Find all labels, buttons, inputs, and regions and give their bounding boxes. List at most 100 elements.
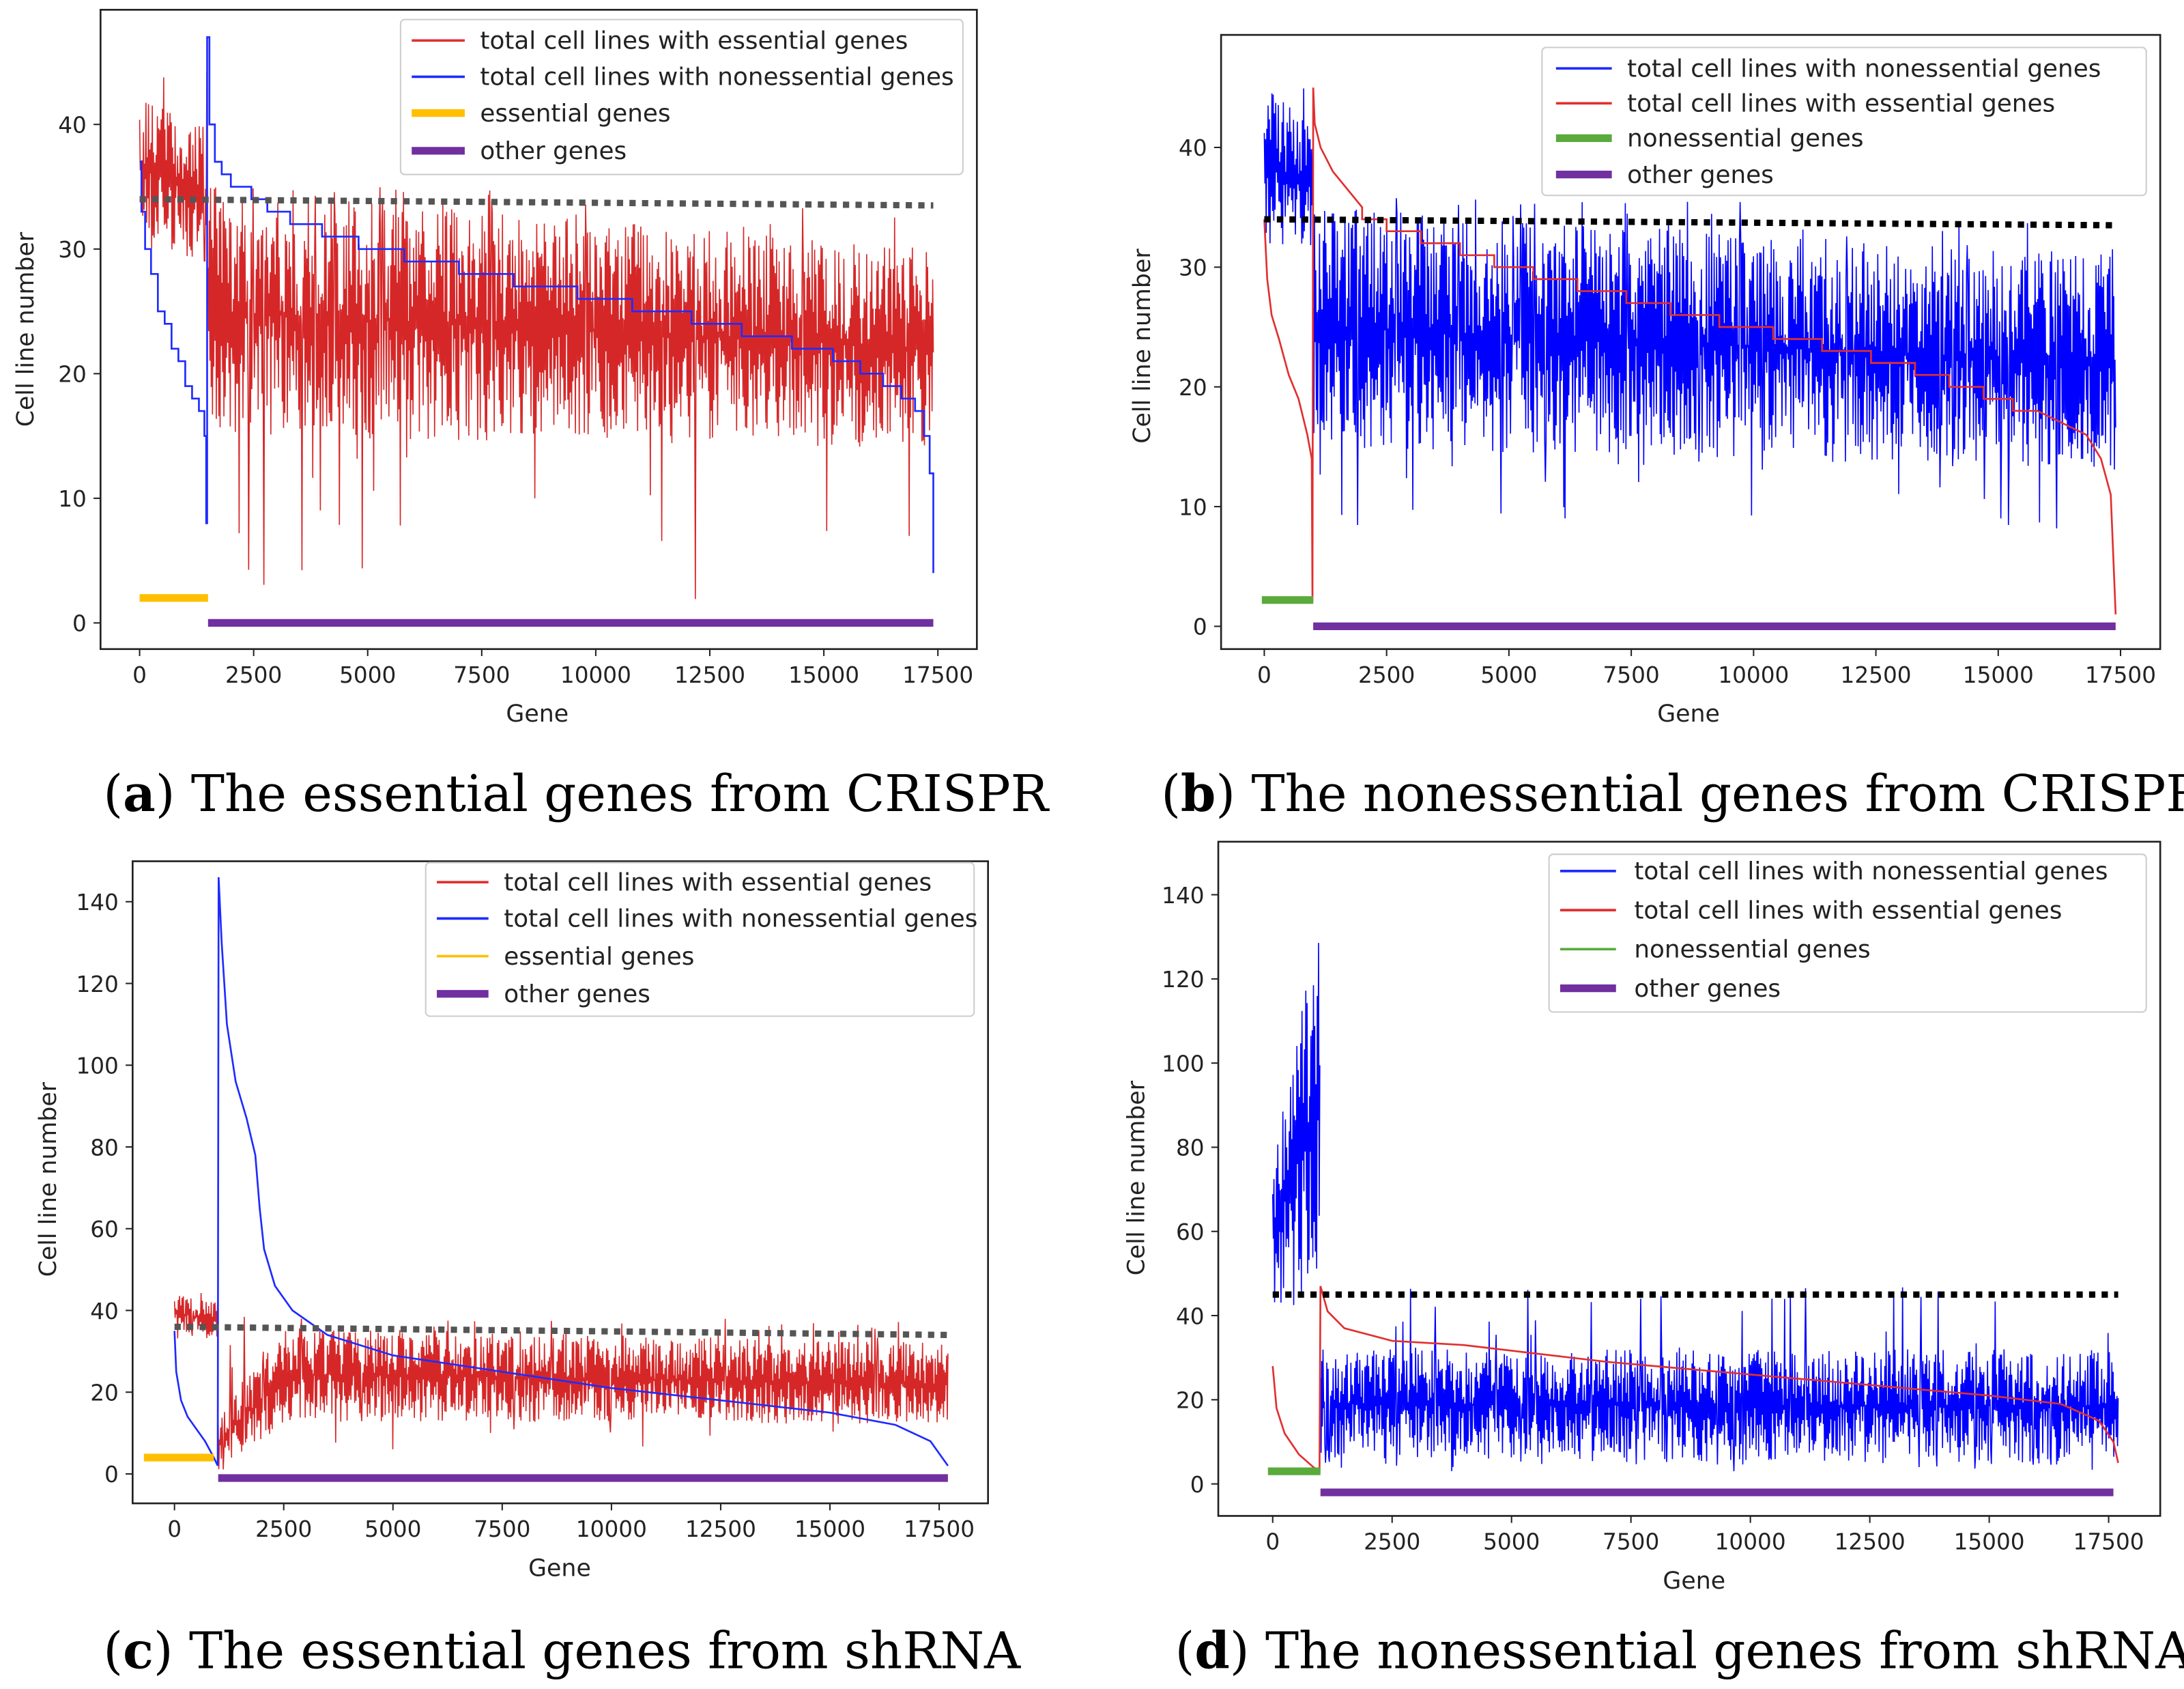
- legend: total cell lines with nonessential genes…: [1548, 853, 2147, 1013]
- y-tick-label: 120: [1162, 967, 1204, 993]
- legend-item: total cell lines with nonessential genes: [1555, 55, 2101, 83]
- y-tick-label: 60: [1176, 1219, 1205, 1245]
- legend-label: nonessential genes: [1634, 936, 1870, 964]
- legend-box: [1548, 853, 2147, 1013]
- y-axis-label: Cell line number: [35, 1081, 62, 1277]
- legend-label: other genes: [480, 137, 627, 165]
- legend-label: essential genes: [504, 943, 694, 971]
- x-tick-label: 5000: [339, 662, 396, 688]
- average-dotted-line: [1264, 216, 2116, 229]
- x-tick-label: 10000: [576, 1516, 647, 1542]
- y-tick-label: 0: [1193, 614, 1207, 640]
- caption: (c) The essential genes from shRNA: [103, 1621, 1021, 1680]
- x-tick-label: 5000: [1480, 662, 1537, 688]
- caption-text: The essential genes from CRISPR: [191, 765, 1050, 823]
- caption-letter: a: [123, 765, 156, 823]
- total-cell-lines-with-essential-genes-series: [1263, 87, 2117, 614]
- x-tick-label: 0: [1257, 662, 1271, 688]
- y-tick-label: 40: [1176, 1303, 1205, 1329]
- x-tick-label: 7500: [1603, 1529, 1659, 1555]
- legend-item: total cell lines with essential genes: [412, 27, 908, 55]
- x-tick-label: 5000: [364, 1516, 421, 1542]
- plot-area: [143, 877, 949, 1482]
- y-tick-label: 30: [1179, 255, 1207, 281]
- legend-label: total cell lines with essential genes: [1634, 896, 2062, 924]
- x-tick-label: 12500: [674, 662, 745, 688]
- x-tick-label: 17500: [2073, 1529, 2144, 1555]
- y-tick-label: 60: [90, 1217, 119, 1243]
- panel-d: 0 2500 5000 7500 10000 12500 15000 17500 0 20 40 60…: [1123, 840, 2184, 1680]
- x-tick-label: 2500: [255, 1516, 312, 1542]
- x-tick-label: 15000: [1954, 1529, 2025, 1555]
- total-cell-lines-with-essential-genes-series-segment-2: [287, 1318, 949, 1449]
- y-tick-label: 140: [1162, 883, 1204, 909]
- legend-label: nonessential genes: [1627, 125, 1863, 153]
- total-cell-lines-with-nonessential-genes-series: [139, 36, 934, 573]
- legend-label: other genes: [504, 980, 650, 1008]
- legend-item: total cell lines with essential genes: [1560, 896, 2062, 924]
- legend-box: [399, 18, 964, 175]
- legend-label: total cell lines with nonessential genes: [504, 905, 977, 933]
- axes-frame: [1217, 840, 2161, 1517]
- caption: (a) The essential genes from CRISPR: [103, 765, 1050, 823]
- legend-label: total cell lines with nonessential genes: [1627, 55, 2101, 83]
- y-tick-label: 120: [76, 971, 118, 997]
- legend-box: [1541, 46, 2147, 197]
- legend-label: total cell lines with essential genes: [1627, 90, 2055, 118]
- y-tick-label: 30: [58, 237, 87, 263]
- axes-frame: [131, 860, 990, 1505]
- x-tick-label: 15000: [794, 1516, 865, 1542]
- total-cell-lines-with-essential-genes-series-segment-1: [217, 1316, 289, 1470]
- y-axis-label: Cell line number: [1123, 1080, 1151, 1275]
- x-tick-label: 12500: [1835, 1529, 1906, 1555]
- legend-item: total cell lines with nonessential genes: [1560, 857, 2108, 885]
- x-tick-label: 5000: [1483, 1529, 1540, 1555]
- y-tick-label: 100: [76, 1053, 118, 1079]
- y-tick-label: 100: [1162, 1051, 1204, 1077]
- legend-item: essential genes: [412, 100, 671, 128]
- legend-item: other genes: [437, 980, 650, 1008]
- panel-a: 0 2500 5000 7500 10000 12500 15000 17500 0 10 20 30…: [12, 8, 1050, 823]
- y-tick-label: 40: [58, 113, 87, 139]
- legend: total cell lines with nonessential genes…: [1541, 46, 2147, 197]
- caption: (d) The nonessential genes from shRNA: [1175, 1621, 2184, 1680]
- x-tick-label: 17500: [902, 662, 973, 688]
- caption-text: The nonessential genes from shRNA: [1265, 1622, 2184, 1680]
- legend-item: other genes: [1560, 975, 1781, 1003]
- axes-frame: [99, 8, 978, 651]
- legend: total cell lines with essential genes tot…: [399, 18, 964, 175]
- legend-item: nonessential genes: [1560, 936, 1871, 964]
- caption-text: The essential genes from shRNA: [189, 1622, 1021, 1680]
- total-cell-lines-with-nonessential-genes-series: [173, 877, 949, 1466]
- legend-label: total cell lines with nonessential genes: [1634, 857, 2108, 885]
- x-tick-label: 15000: [788, 662, 859, 688]
- caption-letter: c: [123, 1621, 154, 1680]
- legend-item: nonessential genes: [1555, 125, 1863, 153]
- caption-letter: b: [1181, 765, 1216, 823]
- x-tick-label: 7500: [474, 1516, 530, 1542]
- total-cell-lines-with-nonessential-genes-series-segment-1: [1319, 1287, 2119, 1472]
- y-tick-label: 80: [90, 1135, 119, 1161]
- x-axis-label: Gene: [506, 700, 569, 728]
- x-axis-label: Gene: [1657, 700, 1720, 728]
- y-tick-label: 0: [1190, 1472, 1205, 1498]
- x-tick-label: 7500: [453, 662, 510, 688]
- x-tick-label: 2500: [225, 662, 282, 688]
- x-tick-label: 17500: [904, 1516, 975, 1542]
- legend-item: total cell lines with nonessential genes: [412, 63, 954, 91]
- average-dotted-line: [174, 1323, 948, 1339]
- y-tick-label: 20: [1176, 1388, 1205, 1414]
- x-axis-label: Gene: [528, 1555, 591, 1582]
- legend: total cell lines with essential genes tot…: [425, 862, 977, 1017]
- x-tick-label: 10000: [1718, 662, 1789, 688]
- plot-area: [1267, 943, 2119, 1496]
- x-tick-label: 10000: [1715, 1529, 1786, 1555]
- legend-box: [425, 862, 975, 1017]
- x-tick-label: 12500: [1841, 662, 1912, 688]
- legend-label: total cell lines with essential genes: [504, 868, 932, 896]
- x-tick-label: 15000: [1963, 662, 2034, 688]
- panel-c: 0 2500 5000 7500 10000 12500 15000 17500 0 20 40 60…: [35, 860, 1021, 1680]
- x-tick-label: 2500: [1364, 1529, 1420, 1555]
- caption-letter: d: [1194, 1621, 1229, 1680]
- total-cell-lines-with-nonessential-genes-series-segment-0: [1263, 88, 1314, 246]
